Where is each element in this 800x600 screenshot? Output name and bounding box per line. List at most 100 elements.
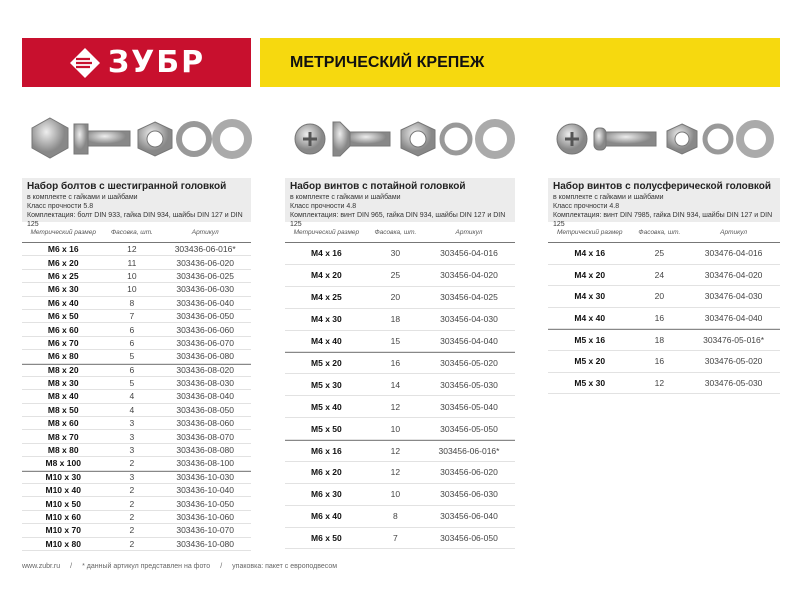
qty-cell: 11: [127, 257, 137, 268]
contents-spec: Комплектация: винт DIN 965, гайка DIN 93…: [290, 212, 506, 228]
size-cell: M5 x 16: [574, 335, 606, 346]
size-cell: M6 x 50: [311, 533, 342, 544]
panel-title: Набор винтов с потайной головкой: [290, 181, 466, 192]
table-row: M6 x 30 10 303456-06-030: [285, 484, 515, 506]
qty-cell: 24: [654, 269, 665, 280]
panel-subtitle: в комплекте с гайками и шайбами: [27, 194, 138, 201]
qty-cell: 2: [129, 498, 135, 509]
column-headers: Метрический размер Фасовка, шт. Артикул: [285, 222, 515, 243]
size-cell: M8 x 70: [47, 431, 79, 442]
qty-cell: 20: [390, 292, 401, 303]
column-header-sku: Артикул: [720, 228, 748, 236]
sku-cell: 303456-04-020: [440, 270, 498, 281]
table-row: M6 x 16 12 303436-06-016*: [22, 243, 251, 257]
panel-header: Набор винтов с полусферической головкой в…: [548, 178, 780, 228]
zubr-logo-icon: [69, 47, 100, 78]
panel-title: Набор болтов с шестигранной головкой: [27, 181, 227, 192]
qty-cell: 20: [654, 291, 665, 302]
table-row: M4 x 30 18 303456-04-030: [285, 309, 515, 331]
qty-cell: 2: [129, 458, 135, 469]
size-cell: M6 x 80: [47, 351, 79, 362]
table-row: M8 x 30 5 303436-08-030: [22, 377, 251, 391]
table-row: M8 x 40 4 303436-08-040: [22, 390, 251, 404]
website-link[interactable]: www.zubr.ru: [22, 563, 61, 570]
sku-cell: 303436-06-025: [176, 270, 235, 281]
pan-head-screw-set-photo: [556, 120, 774, 158]
size-cell: M5 x 50: [311, 423, 342, 434]
sku-cell: 303436-08-060: [176, 418, 235, 429]
table-row: M5 x 20 16 303456-05-020: [285, 352, 515, 375]
size-cell: M4 x 30: [311, 314, 342, 325]
table-row: M6 x 50 7 303456-06-050: [285, 528, 515, 550]
size-cell: M5 x 40: [311, 401, 342, 412]
qty-cell: 10: [390, 423, 401, 434]
qty-cell: 2: [129, 512, 135, 522]
size-cell: M10 x 70: [45, 525, 81, 536]
size-cell: M4 x 25: [311, 292, 342, 303]
qty-cell: 2: [129, 485, 135, 496]
sku-cell: 303456-04-016: [440, 248, 498, 259]
size-cell: M4 x 16: [311, 248, 342, 259]
qty-cell: 16: [654, 356, 665, 367]
table-row: M8 x 50 4 303436-08-050: [22, 404, 251, 418]
size-cell: M6 x 25: [47, 270, 79, 281]
size-cell: M4 x 20: [574, 269, 606, 280]
qty-cell: 3: [129, 418, 135, 429]
size-cell: M10 x 30: [45, 472, 81, 483]
qty-cell: 12: [390, 401, 401, 412]
size-cell: M6 x 40: [47, 297, 79, 308]
qty-cell: 2: [129, 525, 135, 536]
qty-cell: 8: [129, 297, 135, 308]
table-row: M6 x 30 10 303436-06-030: [22, 283, 251, 297]
size-cell: M5 x 20: [311, 358, 342, 369]
table-row: M6 x 16 12 303456-06-016*: [285, 440, 515, 462]
footer-separator: /: [70, 563, 73, 570]
table-row: M6 x 60 6 303436-06-060: [22, 323, 251, 337]
packaging-note: упаковка: пакет с европодвесом: [232, 563, 338, 570]
contents-spec: Комплектация: винт DIN 7985, гайка DIN 9…: [553, 212, 773, 228]
qty-cell: 25: [654, 248, 665, 259]
panel-header: Набор винтов с потайной головкой в компле…: [285, 178, 515, 228]
table-row: M10 x 50 2 303436-10-050: [22, 497, 251, 511]
photo-note: * данный артикул представлен на фото: [82, 563, 211, 570]
strength-class: Класс прочности 4.8: [290, 203, 357, 210]
sku-cell: 303456-05-030: [440, 379, 498, 390]
qty-cell: 10: [127, 284, 137, 295]
sku-cell: 303456-06-016*: [438, 445, 500, 456]
size-cell: M6 x 40: [311, 511, 342, 522]
size-cell: M10 x 80: [45, 538, 81, 549]
column-header-size: Метрический размер: [557, 228, 623, 236]
size-cell: M4 x 20: [311, 270, 342, 281]
table-row: M4 x 40 16 303476-04-040: [548, 308, 780, 330]
sku-cell: 303456-05-020: [440, 358, 498, 369]
sku-cell: 303476-04-020: [704, 269, 763, 280]
table-row: M10 x 80 2 303436-10-080: [22, 538, 251, 551]
sku-cell: 303436-06-040: [176, 297, 235, 308]
size-cell: M6 x 70: [47, 337, 79, 348]
table-row: M5 x 20 16 303476-05-020: [548, 351, 780, 373]
table-row: M4 x 20 25 303456-04-020: [285, 265, 515, 287]
qty-cell: 4: [129, 391, 135, 402]
column-header-size: Метрический размер: [30, 228, 96, 236]
table-row: M8 x 60 3 303436-08-060: [22, 417, 251, 431]
panel-title: Набор винтов с полусферической головкой: [553, 181, 772, 192]
sku-cell: 303456-04-030: [440, 314, 498, 325]
size-cell: M4 x 30: [574, 291, 606, 302]
table-row: M8 x 100 2 303436-08-100: [22, 457, 251, 471]
sku-cell: 303456-04-040: [440, 336, 498, 346]
table-row: M4 x 20 24 303476-04-020: [548, 265, 780, 287]
table-row: M6 x 70 6 303436-06-070: [22, 337, 251, 351]
sku-cell: 303476-05-030: [704, 377, 763, 388]
sku-cell: 303476-04-040: [704, 313, 763, 324]
column-header-qty: Фасовка, шт.: [110, 228, 153, 236]
panel-countersunk-screws: Набор винтов с потайной головкой в компле…: [285, 178, 515, 550]
qty-cell: 25: [390, 270, 401, 281]
table-row: M5 x 50 10 303456-05-050: [285, 418, 515, 441]
qty-cell: 5: [129, 351, 135, 362]
footer-separator: /: [220, 563, 223, 570]
table-row: M6 x 25 10 303436-06-025: [22, 270, 251, 284]
size-cell: M8 x 40: [47, 391, 79, 402]
table-row: M5 x 30 14 303456-05-030: [285, 374, 515, 397]
column-header-sku: Артикул: [455, 228, 483, 236]
sku-cell: 303436-08-080: [176, 445, 235, 456]
